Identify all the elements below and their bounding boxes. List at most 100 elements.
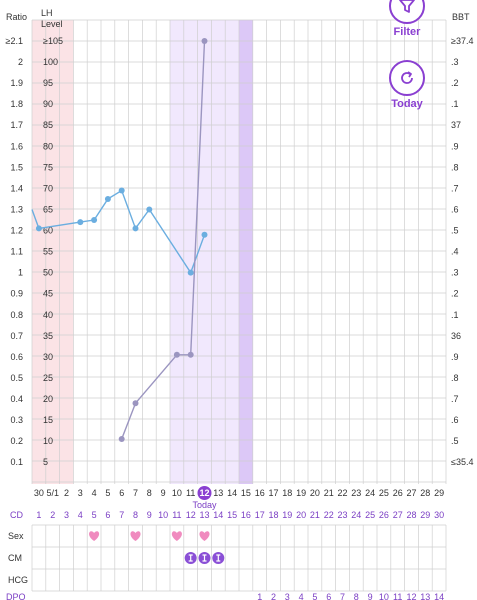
dpo-value: 4 [299,592,304,600]
today-marker [197,486,212,500]
lh-tick-label: 85 [43,120,53,130]
cd-value: 27 [393,510,403,520]
ratio-tick-label: 0.7 [10,331,23,341]
x-tick-label-today: 12 [199,488,209,498]
cd-value: 2 [50,510,55,520]
lh-tick-label: 45 [43,289,53,299]
dpo-value: 2 [271,592,276,600]
ratio-tick-label: 0.9 [10,289,23,299]
series-point-1 [132,400,139,407]
cd-value: 6 [105,510,110,520]
series-point-0 [118,187,125,194]
ratio-tick-label: 0.3 [10,415,23,425]
band-2 [239,20,253,484]
filter-label: Filter [393,26,421,38]
heart-icon [171,531,182,541]
bbt-tick-label: 37 [451,120,461,130]
x-tick-label: 21 [324,488,334,498]
lh-tick-label: 35 [43,331,53,341]
cd-value: 29 [420,510,430,520]
cd-value: 7 [119,510,124,520]
bbt-tick-label: .6 [451,415,459,425]
series-point-0 [35,225,42,232]
lh-tick-label: 100 [43,57,58,67]
dpo-value: 6 [326,592,331,600]
cd-value: 20 [296,510,306,520]
lh-tick-label: 5 [43,457,48,467]
x-tick-label: 26 [393,488,403,498]
x-tick-label: 17 [268,488,278,498]
x-tick-label: 10 [172,488,182,498]
ratio-tick-label: 1.4 [10,183,23,193]
ratio-tick-label: 0.4 [10,394,23,404]
dpo-value: 7 [340,592,345,600]
bbt-tick-label: .8 [451,373,459,383]
heart-icon [89,531,100,541]
cd-value: 28 [406,510,416,520]
dpo-value: 14 [434,592,444,600]
cd-value: 23 [337,510,347,520]
series-point-1 [118,436,125,443]
cd-value: 30 [434,510,444,520]
today-button[interactable]: Today [389,60,425,110]
series-point-1 [173,351,180,358]
series-point-0 [146,206,153,213]
dpo-value: 13 [420,592,430,600]
heart-icon [130,531,141,541]
dpo-value: 3 [285,592,290,600]
filter-icon [389,0,425,24]
x-tick-label: 14 [227,488,237,498]
cd-value: 5 [92,510,97,520]
bbt-tick-label: .2 [451,78,459,88]
ratio-tick-label: 1.8 [10,99,23,109]
cd-value: 25 [365,510,375,520]
ratio-tick-label: 1.2 [10,226,23,236]
cd-value: 15 [227,510,237,520]
bbt-tick-label: ≥37.4 [451,36,473,46]
x-tick-label: 5 [105,488,110,498]
lh-tick-label: 70 [43,183,53,193]
cd-value: 21 [310,510,320,520]
ratio-tick-label: 1.5 [10,162,23,172]
bbt-tick-label: .7 [451,183,459,193]
x-tick-label: 27 [406,488,416,498]
lh-tick-label: 75 [43,162,53,172]
dpo-value: 9 [368,592,373,600]
dpo-value: 5 [312,592,317,600]
ratio-tick-label: 2 [18,57,23,67]
cd-label: CD [10,510,23,520]
cd-value: 13 [199,510,209,520]
series-point-0 [91,217,98,224]
filter-button[interactable]: Filter [389,0,425,38]
bbt-tick-label: 36 [451,331,461,341]
x-tick-label: 5/1 [46,488,59,498]
series-point-0 [132,225,139,232]
lh-tick-label: 65 [43,204,53,214]
x-tick-label: 22 [337,488,347,498]
bbt-tick-label: .4 [451,247,459,257]
dpo-value: 11 [393,592,402,600]
ratio-tick-label: 0.5 [10,373,23,383]
dpo-value: 12 [406,592,416,600]
x-tick-label: 9 [161,488,166,498]
egg-white-icon-mark [188,554,193,562]
bbt-axis-title: BBT [452,12,470,22]
lh-tick-label: 55 [43,247,53,257]
cd-value: 22 [324,510,334,520]
today-label: Today [391,98,423,110]
ratio-tick-label: 1.6 [10,141,23,151]
ratio-tick-label: 0.8 [10,310,23,320]
cd-value: 16 [241,510,251,520]
x-tick-label: 28 [420,488,430,498]
row-label-cm: CM [8,553,22,563]
lh-axis-title-line1: LH [41,8,53,18]
bbt-tick-label: .3 [451,57,459,67]
row-label-sex: Sex [8,531,24,541]
cd-value: 1 [36,510,41,520]
cd-value: 12 [186,510,196,520]
dpo-value: 8 [354,592,359,600]
egg-white-icon-mark [202,554,207,562]
egg-white-icon-mark [216,554,221,562]
lh-tick-label: 95 [43,78,53,88]
